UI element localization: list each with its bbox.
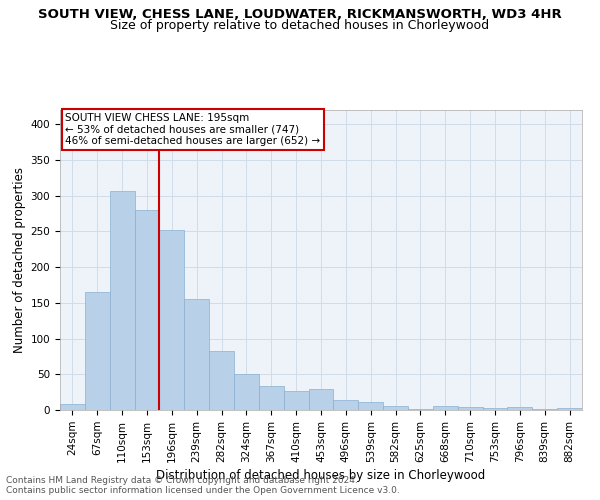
Bar xyxy=(358,402,383,410)
Bar xyxy=(482,408,508,410)
Text: Contains HM Land Registry data © Crown copyright and database right 2024.: Contains HM Land Registry data © Crown c… xyxy=(6,476,358,485)
Bar xyxy=(458,407,482,410)
Bar xyxy=(209,350,234,410)
Bar xyxy=(284,390,308,410)
Bar xyxy=(532,408,557,410)
Bar xyxy=(259,386,284,410)
X-axis label: Distribution of detached houses by size in Chorleywood: Distribution of detached houses by size … xyxy=(157,469,485,482)
Bar xyxy=(234,374,259,410)
Text: SOUTH VIEW, CHESS LANE, LOUDWATER, RICKMANSWORTH, WD3 4HR: SOUTH VIEW, CHESS LANE, LOUDWATER, RICKM… xyxy=(38,8,562,20)
Bar xyxy=(85,292,110,410)
Bar xyxy=(408,408,433,410)
Bar xyxy=(508,407,532,410)
Bar xyxy=(160,230,184,410)
Bar xyxy=(308,390,334,410)
Bar xyxy=(557,408,582,410)
Bar xyxy=(110,190,134,410)
Bar xyxy=(433,406,458,410)
Bar xyxy=(134,210,160,410)
Y-axis label: Number of detached properties: Number of detached properties xyxy=(13,167,26,353)
Text: SOUTH VIEW CHESS LANE: 195sqm
← 53% of detached houses are smaller (747)
46% of : SOUTH VIEW CHESS LANE: 195sqm ← 53% of d… xyxy=(65,113,320,146)
Bar xyxy=(184,300,209,410)
Text: Size of property relative to detached houses in Chorleywood: Size of property relative to detached ho… xyxy=(110,18,490,32)
Bar xyxy=(60,404,85,410)
Text: Contains public sector information licensed under the Open Government Licence v3: Contains public sector information licen… xyxy=(6,486,400,495)
Bar xyxy=(383,406,408,410)
Bar xyxy=(334,400,358,410)
